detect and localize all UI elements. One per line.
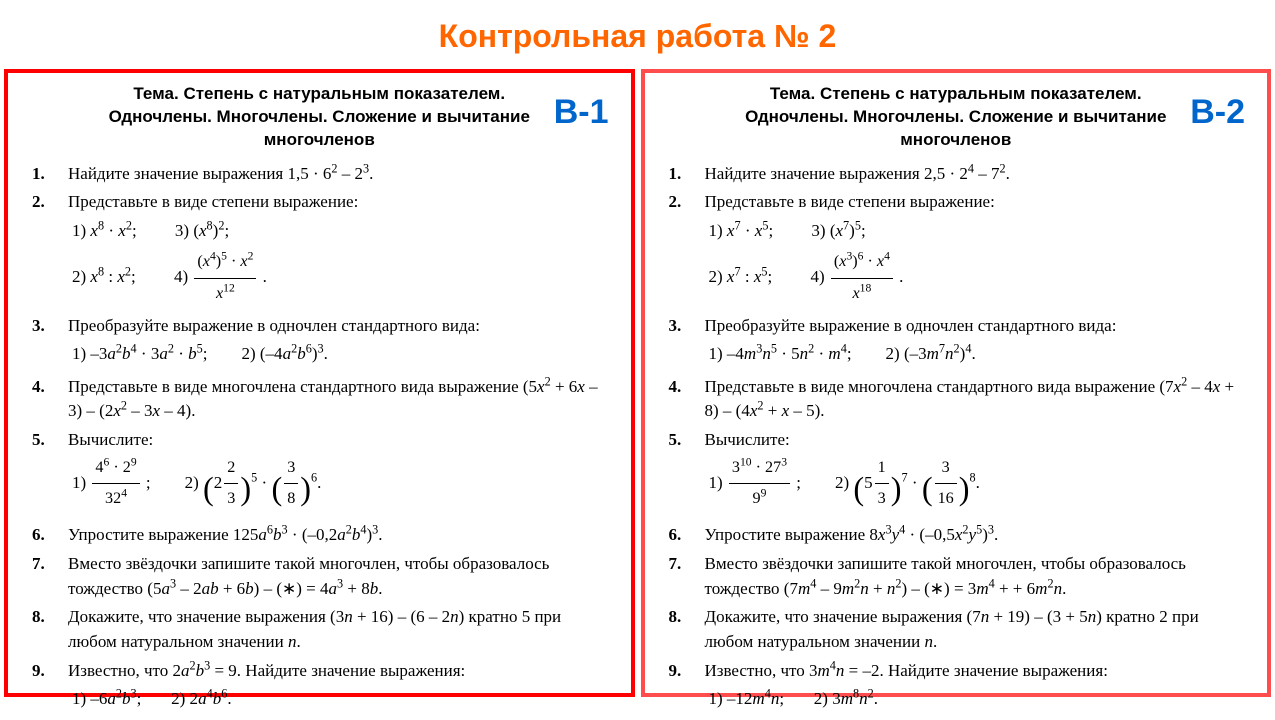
task-item: 5.Вычислите:1) 46 · 29324 ; 2) (223)5 · … bbox=[26, 428, 613, 519]
task-body: Вместо звёздочки запишите такой многочле… bbox=[68, 552, 613, 601]
theme-label-1: Тема. bbox=[133, 84, 178, 103]
task-number: 5. bbox=[663, 428, 705, 453]
task-number: 4. bbox=[663, 375, 705, 400]
task-body: Найдите значение выражения 1,5 · 62 – 23… bbox=[68, 162, 613, 187]
task-body: Преобразуйте выражение в одночлен станда… bbox=[705, 314, 1250, 371]
task-body: Представьте в виде степени выражение:1) … bbox=[705, 190, 1250, 309]
task-item: 7.Вместо звёздочки запишите такой многоч… bbox=[663, 552, 1250, 601]
task-item: 9.Известно, что 3m4n = –2. Найдите значе… bbox=[663, 659, 1250, 716]
task-number: 1. bbox=[663, 162, 705, 187]
task-item: 8.Докажите, что значение выражения (3n +… bbox=[26, 605, 613, 654]
task-number: 6. bbox=[663, 523, 705, 548]
task-body: Известно, что 3m4n = –2. Найдите значени… bbox=[705, 659, 1250, 716]
task-body: Представьте в виде многочлена стандартно… bbox=[705, 375, 1250, 424]
task-item: 2.Представьте в виде степени выражение:1… bbox=[663, 190, 1250, 309]
task-body: Упростите выражение 8x3y4 · (–0,5x2y5)3. bbox=[705, 523, 1250, 548]
panel-variant-1: В-1 Тема. Степень с натуральным показате… bbox=[4, 69, 635, 697]
task-number: 4. bbox=[26, 375, 68, 400]
task-body: Вычислите:1) 310 · 27399 ; 2) (513)7 · (… bbox=[705, 428, 1250, 519]
task-item: 3.Преобразуйте выражение в одночлен стан… bbox=[663, 314, 1250, 371]
task-item: 1.Найдите значение выражения 2,5 · 24 – … bbox=[663, 162, 1250, 187]
task-number: 1. bbox=[26, 162, 68, 187]
task-item: 4.Представьте в виде многочлена стандарт… bbox=[663, 375, 1250, 424]
task-body: Докажите, что значение выражения (3n + 1… bbox=[68, 605, 613, 654]
task-number: 9. bbox=[26, 659, 68, 684]
task-item: 5.Вычислите:1) 310 · 27399 ; 2) (513)7 ·… bbox=[663, 428, 1250, 519]
task-number: 9. bbox=[663, 659, 705, 684]
task-body: Преобразуйте выражение в одночлен станда… bbox=[68, 314, 613, 371]
task-number: 2. bbox=[26, 190, 68, 215]
task-body: Вычислите:1) 46 · 29324 ; 2) (223)5 · (3… bbox=[68, 428, 613, 519]
task-item: 4.Представьте в виде многочлена стандарт… bbox=[26, 375, 613, 424]
panel-variant-2: В-2 Тема. Степень с натуральным показате… bbox=[641, 69, 1272, 697]
task-item: 9.Известно, что 2a2b3 = 9. Найдите значе… bbox=[26, 659, 613, 716]
panels-row: В-1 Тема. Степень с натуральным показате… bbox=[0, 69, 1275, 697]
task-number: 8. bbox=[663, 605, 705, 630]
page-title: Контрольная работа № 2 bbox=[0, 0, 1275, 69]
variant-1-label: В-1 bbox=[554, 93, 609, 132]
task-body: Представьте в виде степени выражение:1) … bbox=[68, 190, 613, 309]
task-number: 5. bbox=[26, 428, 68, 453]
task-body: Докажите, что значение выражения (7n + 1… bbox=[705, 605, 1250, 654]
task-number: 7. bbox=[663, 552, 705, 577]
tasks-v1: 1.Найдите значение выражения 1,5 · 62 – … bbox=[26, 162, 613, 716]
task-number: 6. bbox=[26, 523, 68, 548]
task-item: 6.Упростите выражение 125a6b3 · (–0,2a2b… bbox=[26, 523, 613, 548]
task-number: 2. bbox=[663, 190, 705, 215]
theme-1: Тема. Степень с натуральным показателем.… bbox=[96, 83, 543, 152]
task-number: 3. bbox=[663, 314, 705, 339]
task-item: 7.Вместо звёздочки запишите такой многоч… bbox=[26, 552, 613, 601]
task-item: 3.Преобразуйте выражение в одночлен стан… bbox=[26, 314, 613, 371]
task-number: 3. bbox=[26, 314, 68, 339]
theme-2: Тема. Степень с натуральным показателем.… bbox=[733, 83, 1180, 152]
variant-2-label: В-2 bbox=[1190, 93, 1245, 132]
task-body: Представьте в виде многочлена стандартно… bbox=[68, 375, 613, 424]
task-body: Известно, что 2a2b3 = 9. Найдите значени… bbox=[68, 659, 613, 716]
task-body: Найдите значение выражения 2,5 · 24 – 72… bbox=[705, 162, 1250, 187]
task-body: Вместо звёздочки запишите такой многочле… bbox=[705, 552, 1250, 601]
task-number: 7. bbox=[26, 552, 68, 577]
task-body: Упростите выражение 125a6b3 · (–0,2a2b4)… bbox=[68, 523, 613, 548]
task-number: 8. bbox=[26, 605, 68, 630]
task-item: 8.Докажите, что значение выражения (7n +… bbox=[663, 605, 1250, 654]
task-item: 2.Представьте в виде степени выражение:1… bbox=[26, 190, 613, 309]
tasks-v2: 1.Найдите значение выражения 2,5 · 24 – … bbox=[663, 162, 1250, 716]
theme-label-2: Тема. bbox=[770, 84, 815, 103]
task-item: 1.Найдите значение выражения 1,5 · 62 – … bbox=[26, 162, 613, 187]
task-item: 6.Упростите выражение 8x3y4 · (–0,5x2y5)… bbox=[663, 523, 1250, 548]
